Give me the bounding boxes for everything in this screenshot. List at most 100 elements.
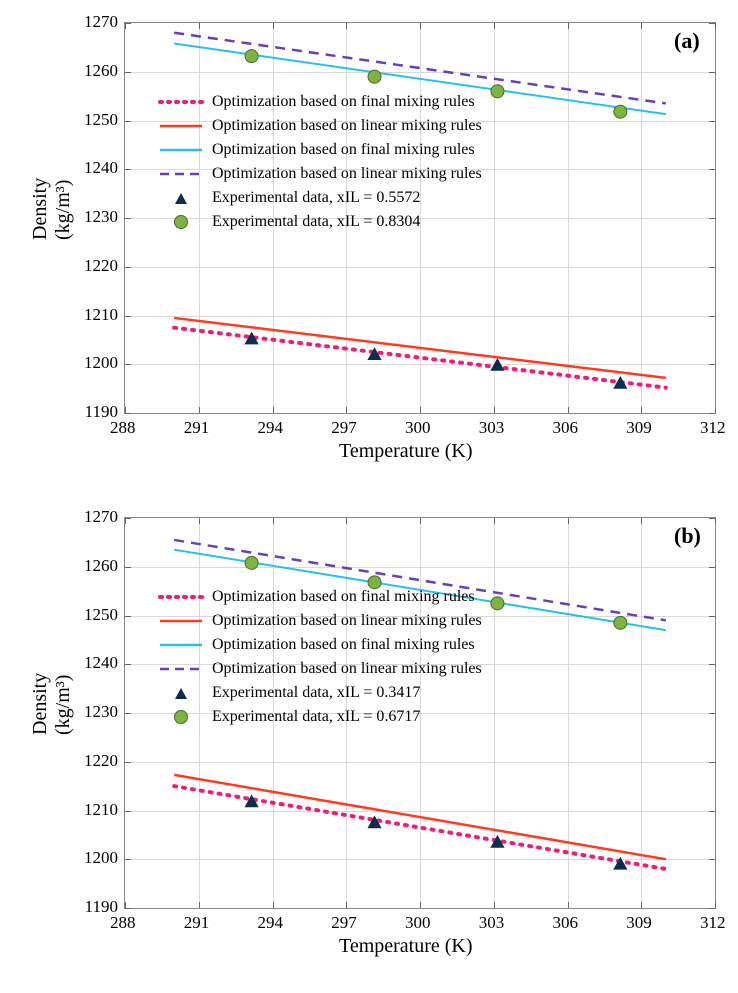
legend-entry: Optimization based on final mixing rules <box>158 635 475 655</box>
xtick-label: 312 <box>700 913 726 933</box>
ylabel: Density (kg/m³) <box>29 711 75 735</box>
xtick-label: 297 <box>331 913 357 933</box>
xtick-label: 306 <box>553 913 579 933</box>
marker-circle <box>491 597 504 610</box>
ytick-label: 1250 <box>84 605 118 625</box>
xlabel: Temperature (K) <box>339 440 473 463</box>
ytick-label: 1240 <box>84 158 118 178</box>
xtick-label: 291 <box>184 913 210 933</box>
marker-circle <box>368 70 381 83</box>
legend-entry: Optimization based on linear mixing rule… <box>158 116 482 136</box>
xtick-label: 309 <box>626 418 652 438</box>
legend-swatch <box>158 188 204 208</box>
series-line-opt_linear_low <box>174 775 666 859</box>
xtick-label: 300 <box>405 418 431 438</box>
marker-circle <box>245 556 258 569</box>
legend-swatch <box>158 116 204 136</box>
xtick-label: 294 <box>258 418 284 438</box>
ytick-label: 1260 <box>84 61 118 81</box>
legend-entry: Optimization based on final mixing rules <box>158 92 475 112</box>
xtick-label: 294 <box>258 913 284 933</box>
series-line-opt_linear_low <box>174 318 666 378</box>
xlabel: Temperature (K) <box>339 935 473 958</box>
legend-swatch <box>158 611 204 631</box>
xtick-label: 297 <box>331 418 357 438</box>
series-line-opt_final_low <box>174 328 666 388</box>
legend-entry: Optimization based on final mixing rules <box>158 140 475 160</box>
marker-circle <box>245 50 258 63</box>
panel-a: 1190120012101220123012401250126012702882… <box>38 10 718 480</box>
marker-triangle <box>614 858 627 869</box>
tick-y <box>125 908 131 909</box>
marker-circle <box>614 616 627 629</box>
legend-entry: Experimental data, xIL = 0.3417 <box>158 683 420 703</box>
legend-swatch <box>158 587 204 607</box>
panel-b: 1190120012101220123012401250126012702882… <box>38 505 718 975</box>
tick-x <box>715 518 716 524</box>
xtick-label: 291 <box>184 418 210 438</box>
tick-x <box>715 902 716 908</box>
legend-swatch <box>158 164 204 184</box>
xtick-label: 300 <box>405 913 431 933</box>
legend-swatch <box>158 140 204 160</box>
ytick-label: 1200 <box>84 353 118 373</box>
panel-label: (b) <box>674 523 701 549</box>
legend-swatch <box>158 212 204 232</box>
series-line-opt_linear_high <box>174 540 666 620</box>
series-line-opt_final_low <box>174 786 666 869</box>
panel-label: (a) <box>674 28 700 54</box>
legend-label: Experimental data, xIL = 0.8304 <box>212 213 420 231</box>
legend-swatch <box>158 659 204 679</box>
legend-label: Optimization based on linear mixing rule… <box>212 612 482 630</box>
xtick-label: 288 <box>110 913 136 933</box>
marker-circle <box>614 105 627 118</box>
legend-label: Optimization based on final mixing rules <box>212 588 475 606</box>
legend-swatch <box>158 635 204 655</box>
legend-label: Optimization based on final mixing rules <box>212 141 475 159</box>
legend-entry: Optimization based on final mixing rules <box>158 587 475 607</box>
legend-swatch <box>158 92 204 112</box>
legend-label: Optimization based on final mixing rules <box>212 636 475 654</box>
legend-label: Optimization based on linear mixing rule… <box>212 117 482 135</box>
ytick-label: 1230 <box>84 207 118 227</box>
tick-y <box>709 908 715 909</box>
tick-y <box>125 413 131 414</box>
legend-entry: Optimization based on linear mixing rule… <box>158 611 482 631</box>
xtick-label: 303 <box>479 913 505 933</box>
xtick-label: 288 <box>110 418 136 438</box>
ytick-label: 1270 <box>84 507 118 527</box>
legend-label: Experimental data, xIL = 0.5572 <box>212 189 420 207</box>
figure-canvas: 1190120012101220123012401250126012702882… <box>0 0 738 993</box>
ytick-label: 1230 <box>84 702 118 722</box>
legend-entry: Optimization based on linear mixing rule… <box>158 659 482 679</box>
legend-swatch <box>158 707 204 727</box>
tick-x <box>715 407 716 413</box>
legend-entry: Experimental data, xIL = 0.5572 <box>158 188 420 208</box>
marker-triangle <box>491 359 504 370</box>
xtick-label: 303 <box>479 418 505 438</box>
xtick-label: 309 <box>626 913 652 933</box>
tick-y <box>709 413 715 414</box>
legend-label: Experimental data, xIL = 0.6717 <box>212 708 420 726</box>
ytick-label: 1270 <box>84 12 118 32</box>
ytick-label: 1240 <box>84 653 118 673</box>
xtick-label: 306 <box>553 418 579 438</box>
legend-entry: Experimental data, xIL = 0.8304 <box>158 212 420 232</box>
legend-label: Optimization based on linear mixing rule… <box>212 165 482 183</box>
legend-label: Experimental data, xIL = 0.3417 <box>212 684 420 702</box>
legend-entry: Experimental data, xIL = 0.6717 <box>158 707 420 727</box>
legend-entry: Optimization based on linear mixing rule… <box>158 164 482 184</box>
legend-swatch <box>158 683 204 703</box>
ytick-label: 1250 <box>84 110 118 130</box>
ytick-label: 1220 <box>84 751 118 771</box>
ylabel: Density (kg/m³) <box>29 216 75 240</box>
legend-label: Optimization based on linear mixing rule… <box>212 660 482 678</box>
tick-x <box>715 23 716 29</box>
ytick-label: 1210 <box>84 305 118 325</box>
ytick-label: 1260 <box>84 556 118 576</box>
xtick-label: 312 <box>700 418 726 438</box>
ytick-label: 1210 <box>84 800 118 820</box>
ytick-label: 1200 <box>84 848 118 868</box>
ytick-label: 1220 <box>84 256 118 276</box>
marker-circle <box>491 85 504 98</box>
